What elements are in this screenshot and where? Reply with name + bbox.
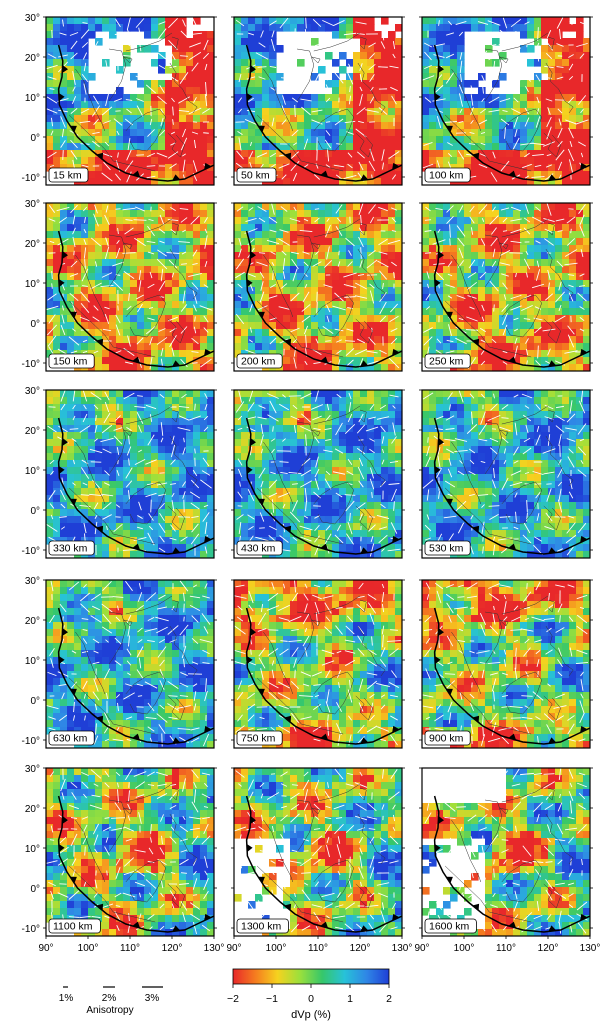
depth-panel: 900 km (422, 580, 591, 749)
longitude-tick-label: 90° (226, 943, 241, 954)
longitude-tick-label: 90° (38, 943, 53, 954)
longitude-tick-label: 110° (120, 943, 140, 954)
depth-panel: 750 km (234, 580, 403, 749)
latitude-tick-label: 30° (25, 576, 40, 587)
depth-panel: 1100 km (46, 768, 215, 937)
depth-label: 1600 km (425, 919, 476, 933)
depth-label: 150 km (49, 354, 94, 368)
latitude-tick-label: 20° (25, 53, 40, 64)
latitude-tick-label: -10° (22, 546, 40, 557)
longitude-tick-label: 130° (392, 943, 413, 954)
latitude-tick-label: 0° (30, 884, 40, 895)
longitude-tick-label: 120° (350, 943, 371, 954)
depth-panel: 150 km (46, 203, 215, 372)
latitude-tick-label: 30° (25, 764, 40, 775)
longitude-tick-label: 120° (162, 943, 183, 954)
latitude-tick-label: 20° (25, 804, 40, 815)
depth-panel: 630 km (46, 580, 215, 749)
colorbar-tick-label: −1 (266, 993, 278, 1005)
svg-text:50 km: 50 km (241, 170, 270, 182)
depth-label: 1100 km (49, 919, 100, 933)
latitude-tick-label: 0° (30, 696, 40, 707)
latitude-tick-label: -10° (22, 924, 40, 935)
latitude-tick-label: 30° (25, 199, 40, 210)
depth-label: 530 km (425, 541, 470, 555)
longitude-tick-label: 100° (266, 943, 287, 954)
depth-label: 630 km (49, 731, 94, 745)
colorbar-ramp (233, 969, 389, 984)
panels-layer: 15 km 50 km 100 km 150 km 200 km 250 km 330 km… (46, 17, 591, 937)
latitude-tick-label: 0° (30, 133, 40, 144)
latitude-tick-label: 30° (25, 386, 40, 397)
colorbar-tick-label: 0 (308, 993, 314, 1005)
latitude-tick-label: 20° (25, 426, 40, 437)
latitude-tick-label: 20° (25, 239, 40, 250)
dvp-colorbar: −2 −1 0 1 2 dVp (%) (227, 969, 392, 1021)
longitude-tick-label: 90° (414, 943, 429, 954)
svg-text:15 km: 15 km (53, 170, 82, 182)
depth-label: 100 km (425, 168, 470, 182)
depth-label: 330 km (49, 541, 94, 555)
latitude-tick-label: 10° (25, 279, 40, 290)
depth-label: 50 km (237, 168, 276, 182)
colorbar-tick-label: 2 (386, 993, 392, 1005)
longitude-tick-label: 110° (308, 943, 328, 954)
latitude-tick-label: 0° (30, 506, 40, 517)
colorbar-tick-label: −2 (227, 993, 239, 1005)
depth-label: 200 km (237, 354, 282, 368)
depth-label: 900 km (425, 731, 470, 745)
longitude-tick-label: 130° (580, 943, 600, 954)
latitude-tick-label: 10° (25, 656, 40, 667)
colorbar-ticks: −2 −1 0 1 2 (227, 984, 392, 1005)
depth-label: 430 km (237, 541, 282, 555)
anisotropy-legend: 1% 2% 3% Anisotropy (59, 987, 163, 1016)
svg-text:250 km: 250 km (429, 356, 464, 368)
depth-panel: 430 km (234, 389, 403, 558)
depth-panel: 100 km (422, 17, 591, 186)
latitude-tick-label: -10° (22, 173, 40, 184)
latitude-tick-label: 10° (25, 93, 40, 104)
depth-label: 1300 km (237, 919, 288, 933)
depth-panel: 50 km (234, 17, 403, 186)
svg-text:150 km: 150 km (53, 356, 88, 368)
longitude-tick-label: 100° (454, 943, 475, 954)
latitude-tick-label: 10° (25, 466, 40, 477)
latitude-tick-label: 30° (25, 13, 40, 24)
depth-panel: 530 km (422, 390, 591, 559)
aniso-title: Anisotropy (86, 1005, 133, 1016)
depth-panel: 200 km (234, 203, 403, 372)
latitude-tick-label: 10° (25, 844, 40, 855)
longitude-tick-label: 130° (204, 943, 225, 954)
aniso-item-1: 1% (59, 993, 74, 1004)
depth-label: 750 km (237, 731, 282, 745)
longitude-tick-label: 100° (78, 943, 99, 954)
colorbar-tick-label: 1 (347, 993, 353, 1005)
depth-panel: 1300 km (234, 768, 403, 937)
svg-text:100 km: 100 km (429, 170, 464, 182)
latitude-tick-label: 20° (25, 616, 40, 627)
latitude-tick-label: -10° (22, 736, 40, 747)
depth-label: 15 km (49, 168, 88, 182)
aniso-item-3: 3% (145, 993, 160, 1004)
svg-text:200 km: 200 km (241, 356, 276, 368)
latitude-tick-label: -10° (22, 359, 40, 370)
depth-panel: 250 km (422, 202, 591, 371)
depth-panel: 1600 km (422, 768, 591, 937)
latitude-tick-label: 0° (30, 319, 40, 330)
depth-panel: 15 km (46, 17, 215, 186)
longitude-tick-label: 120° (538, 943, 559, 954)
longitude-tick-label: 110° (496, 943, 516, 954)
depth-label: 250 km (425, 354, 470, 368)
depth-panel: 330 km (46, 390, 215, 559)
aniso-item-2: 2% (102, 993, 117, 1004)
colorbar-label: dVp (%) (291, 1009, 331, 1021)
